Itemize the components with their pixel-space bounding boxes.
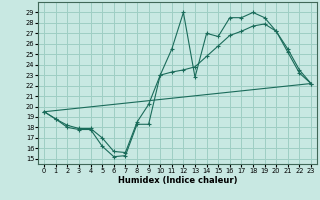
X-axis label: Humidex (Indice chaleur): Humidex (Indice chaleur) bbox=[118, 176, 237, 185]
